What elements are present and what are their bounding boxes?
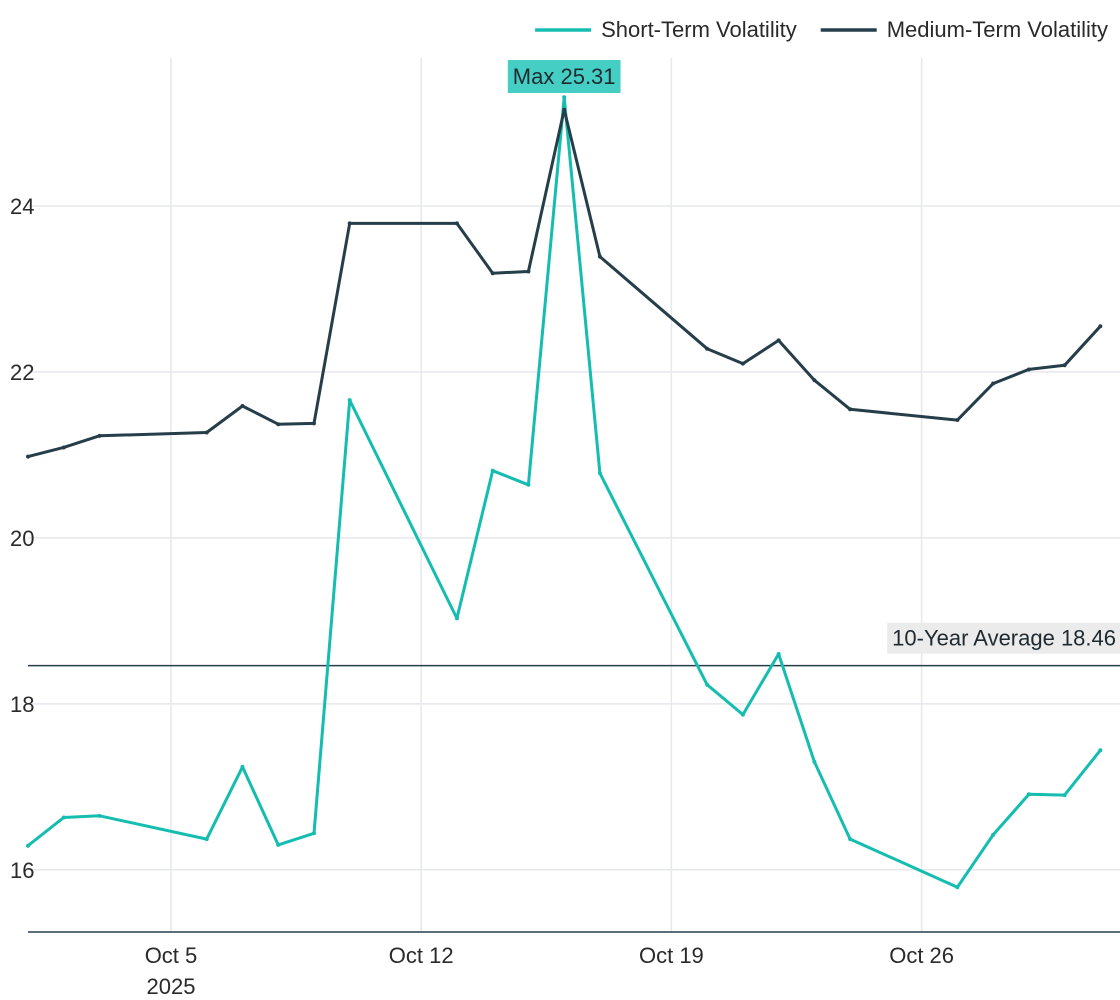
data-point-short-term-volatility	[562, 95, 567, 100]
data-point-medium-term-volatility	[740, 361, 745, 366]
x-tick-year-label: 2025	[147, 974, 196, 999]
y-tick-label: 22	[10, 360, 34, 385]
legend-label-short-term: Short-Term Volatility	[601, 17, 797, 42]
data-point-medium-term-volatility	[276, 422, 281, 427]
data-point-medium-term-volatility	[1026, 367, 1031, 372]
data-point-medium-term-volatility	[1098, 324, 1103, 329]
data-point-short-term-volatility	[705, 682, 710, 687]
data-point-medium-term-volatility	[776, 338, 781, 343]
data-point-medium-term-volatility	[454, 221, 459, 226]
data-point-medium-term-volatility	[705, 346, 710, 351]
data-point-short-term-volatility	[347, 398, 352, 403]
data-point-short-term-volatility	[955, 885, 960, 890]
data-point-short-term-volatility	[276, 842, 281, 847]
data-point-medium-term-volatility	[204, 430, 209, 435]
x-tick-label: Oct 26	[889, 943, 954, 968]
series-layer	[26, 95, 1103, 890]
reference-line-label: 10-Year Average 18.46	[892, 626, 1116, 651]
data-point-medium-term-volatility	[61, 445, 66, 450]
data-point-short-term-volatility	[776, 652, 781, 657]
y-tick-label: 18	[10, 692, 34, 717]
axis-layer: 16 18 20 22 24 Oct 5 Oct 12 Oct 19 Oct 26 2025	[10, 194, 1120, 999]
data-point-medium-term-volatility	[955, 418, 960, 423]
series-line-short-term-volatility	[27, 95, 1102, 889]
data-point-short-term-volatility	[812, 759, 817, 764]
data-point-short-term-volatility	[26, 843, 30, 848]
data-point-medium-term-volatility	[97, 433, 102, 438]
data-point-medium-term-volatility	[991, 381, 996, 386]
legend[interactable]: Medium-Term Volatility Short-Term Volatil…	[535, 17, 1108, 42]
y-tick-label: 20	[10, 526, 34, 551]
y-tick-label: 24	[10, 194, 34, 219]
data-point-short-term-volatility	[97, 813, 102, 818]
data-point-medium-term-volatility	[812, 378, 817, 383]
y-tick-label: 16	[10, 858, 34, 883]
x-tick-label: Oct 12	[389, 943, 454, 968]
legend-label-medium-term: Medium-Term Volatility	[887, 17, 1108, 42]
data-point-medium-term-volatility	[311, 421, 316, 426]
data-point-short-term-volatility	[597, 471, 602, 476]
x-tick-label: Oct 19	[639, 943, 704, 968]
data-point-short-term-volatility	[1062, 793, 1067, 798]
data-point-short-term-volatility	[991, 832, 996, 837]
data-point-medium-term-volatility	[562, 107, 567, 112]
data-point-short-term-volatility	[490, 468, 495, 473]
data-point-short-term-volatility	[240, 764, 245, 769]
data-point-short-term-volatility	[204, 837, 209, 842]
data-point-short-term-volatility	[1098, 748, 1103, 753]
reference-line-label-background	[887, 622, 1120, 654]
data-point-medium-term-volatility	[240, 403, 245, 408]
data-point-medium-term-volatility	[347, 221, 352, 226]
max-annotation-background	[507, 60, 621, 93]
data-point-medium-term-volatility	[597, 254, 602, 259]
data-point-medium-term-volatility	[490, 271, 495, 276]
max-annotation-label: Max 25.31	[513, 64, 616, 89]
data-point-short-term-volatility	[311, 831, 316, 836]
annotation-layer: Max 25.31	[507, 60, 621, 93]
x-tick-label: Oct 5	[145, 943, 198, 968]
data-point-short-term-volatility	[1026, 792, 1031, 797]
data-point-short-term-volatility	[740, 712, 745, 717]
data-point-medium-term-volatility	[1062, 363, 1067, 368]
data-point-medium-term-volatility	[526, 269, 531, 274]
data-point-short-term-volatility	[526, 482, 531, 487]
data-point-short-term-volatility	[61, 815, 66, 820]
data-point-medium-term-volatility	[848, 407, 853, 412]
data-point-medium-term-volatility	[26, 454, 30, 459]
series-line-medium-term-volatility	[27, 108, 1102, 459]
data-point-short-term-volatility	[848, 837, 853, 842]
data-point-short-term-volatility	[454, 616, 459, 621]
reference-line-layer: 10-Year Average 18.46	[28, 622, 1120, 667]
